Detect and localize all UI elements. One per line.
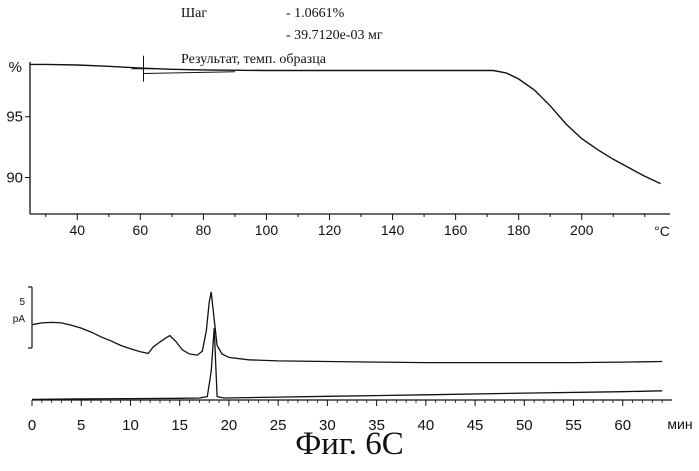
tga-x-tick-label: 120 bbox=[318, 222, 342, 238]
tga-y-tick-label: 90 bbox=[6, 170, 23, 187]
tga-series-line bbox=[30, 64, 661, 183]
tga-x-axis-label: °C bbox=[654, 223, 670, 239]
tga-x-tick-label: 160 bbox=[444, 222, 468, 238]
tga-x-tick-label: 80 bbox=[196, 222, 212, 238]
figure-caption: Фиг. 6С bbox=[0, 426, 699, 463]
tga-x-tick-label: 40 bbox=[70, 222, 86, 238]
gc-series-lower-line bbox=[32, 328, 662, 399]
tga-x-tick-label: 100 bbox=[255, 222, 279, 238]
tga-x-tick-label: 200 bbox=[570, 222, 594, 238]
tga-baseline bbox=[143, 72, 234, 74]
tga-x-tick-label: 180 bbox=[507, 222, 531, 238]
tga-x-tick-label: 60 bbox=[133, 222, 149, 238]
tga-y-axis-label: % bbox=[9, 59, 22, 76]
gc-series-upper-line bbox=[32, 292, 662, 363]
gc-y-axis-label: pA bbox=[13, 314, 26, 325]
tga-y-tick-label: 95 bbox=[6, 109, 23, 126]
tga-x-tick-label: 140 bbox=[381, 222, 405, 238]
gc-y-tick-label: 5 bbox=[19, 297, 25, 308]
